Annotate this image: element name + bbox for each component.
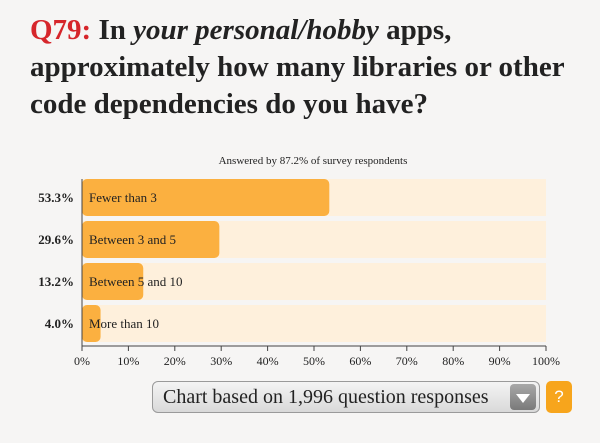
x-tick-label-10: 100%: [532, 354, 560, 368]
x-tick-label-6: 60%: [349, 354, 371, 368]
x-axis: 0% 10% 20% 30% 40% 50% 60% 70% 80% 90% 100%: [74, 179, 560, 368]
bar-between-3-and-5: [82, 221, 220, 258]
bar-chart: Answered by 87.2% of survey respondents …: [38, 155, 560, 368]
bar-value-between-5-and-10: 13.2%: [38, 274, 74, 289]
bar-label-between-3-and-5: Between 3 and 5: [89, 232, 176, 247]
question-number: Q79:: [30, 14, 92, 46]
bar-value-between-3-and-5: 29.6%: [38, 232, 74, 247]
bar-track-between-5-and-10: [82, 263, 546, 300]
bar-track-more-than-10: [82, 305, 546, 342]
responses-select[interactable]: Chart based on 1,996 question responses: [152, 381, 540, 413]
x-tick-label-4: 40%: [257, 354, 279, 368]
footer: Chart based on 1,996 question responses: [152, 381, 542, 413]
question-title: Q79: In your personal/hobby apps, approx…: [30, 12, 590, 123]
chart-subtitle: Answered by 87.2% of survey respondents: [219, 155, 408, 167]
chevron-down-icon[interactable]: [510, 384, 536, 410]
question-text-before: In: [91, 14, 134, 46]
bar-fewer-than-3: [82, 179, 330, 216]
x-tick-label-3: 30%: [210, 354, 232, 368]
x-tick-label-1: 10%: [117, 354, 139, 368]
bar-more-than-10: [82, 305, 101, 342]
bars-layer: Fewer than 3 53.3% Between 3 and 5 29.6% Bet…: [38, 179, 546, 342]
question-text-after: apps, approximately how many libraries o…: [30, 14, 565, 120]
question-text-emphasis: your personal/hobby: [133, 14, 379, 46]
x-tick-label-9: 90%: [489, 354, 511, 368]
help-button[interactable]: ?: [546, 381, 572, 413]
bar-between-5-and-10: [82, 263, 144, 300]
x-tick-label-8: 80%: [442, 354, 464, 368]
bar-label-fewer-than-3: Fewer than 3: [89, 190, 157, 205]
x-tick-label-0: 0%: [74, 354, 90, 368]
bar-label-more-than-10: More than 10: [89, 316, 159, 331]
chart-area: Answered by 87.2% of survey respondents …: [0, 150, 600, 380]
responses-select-label: Chart based on 1,996 question responses: [163, 385, 489, 408]
bar-label-between-5-and-10: Between 5 and 10: [89, 274, 183, 289]
x-tick-label-7: 70%: [396, 354, 418, 368]
bar-value-more-than-10: 4.0%: [45, 316, 74, 331]
x-tick-label-5: 50%: [303, 354, 325, 368]
x-tick-label-2: 20%: [164, 354, 186, 368]
bar-value-fewer-than-3: 53.3%: [38, 190, 74, 205]
